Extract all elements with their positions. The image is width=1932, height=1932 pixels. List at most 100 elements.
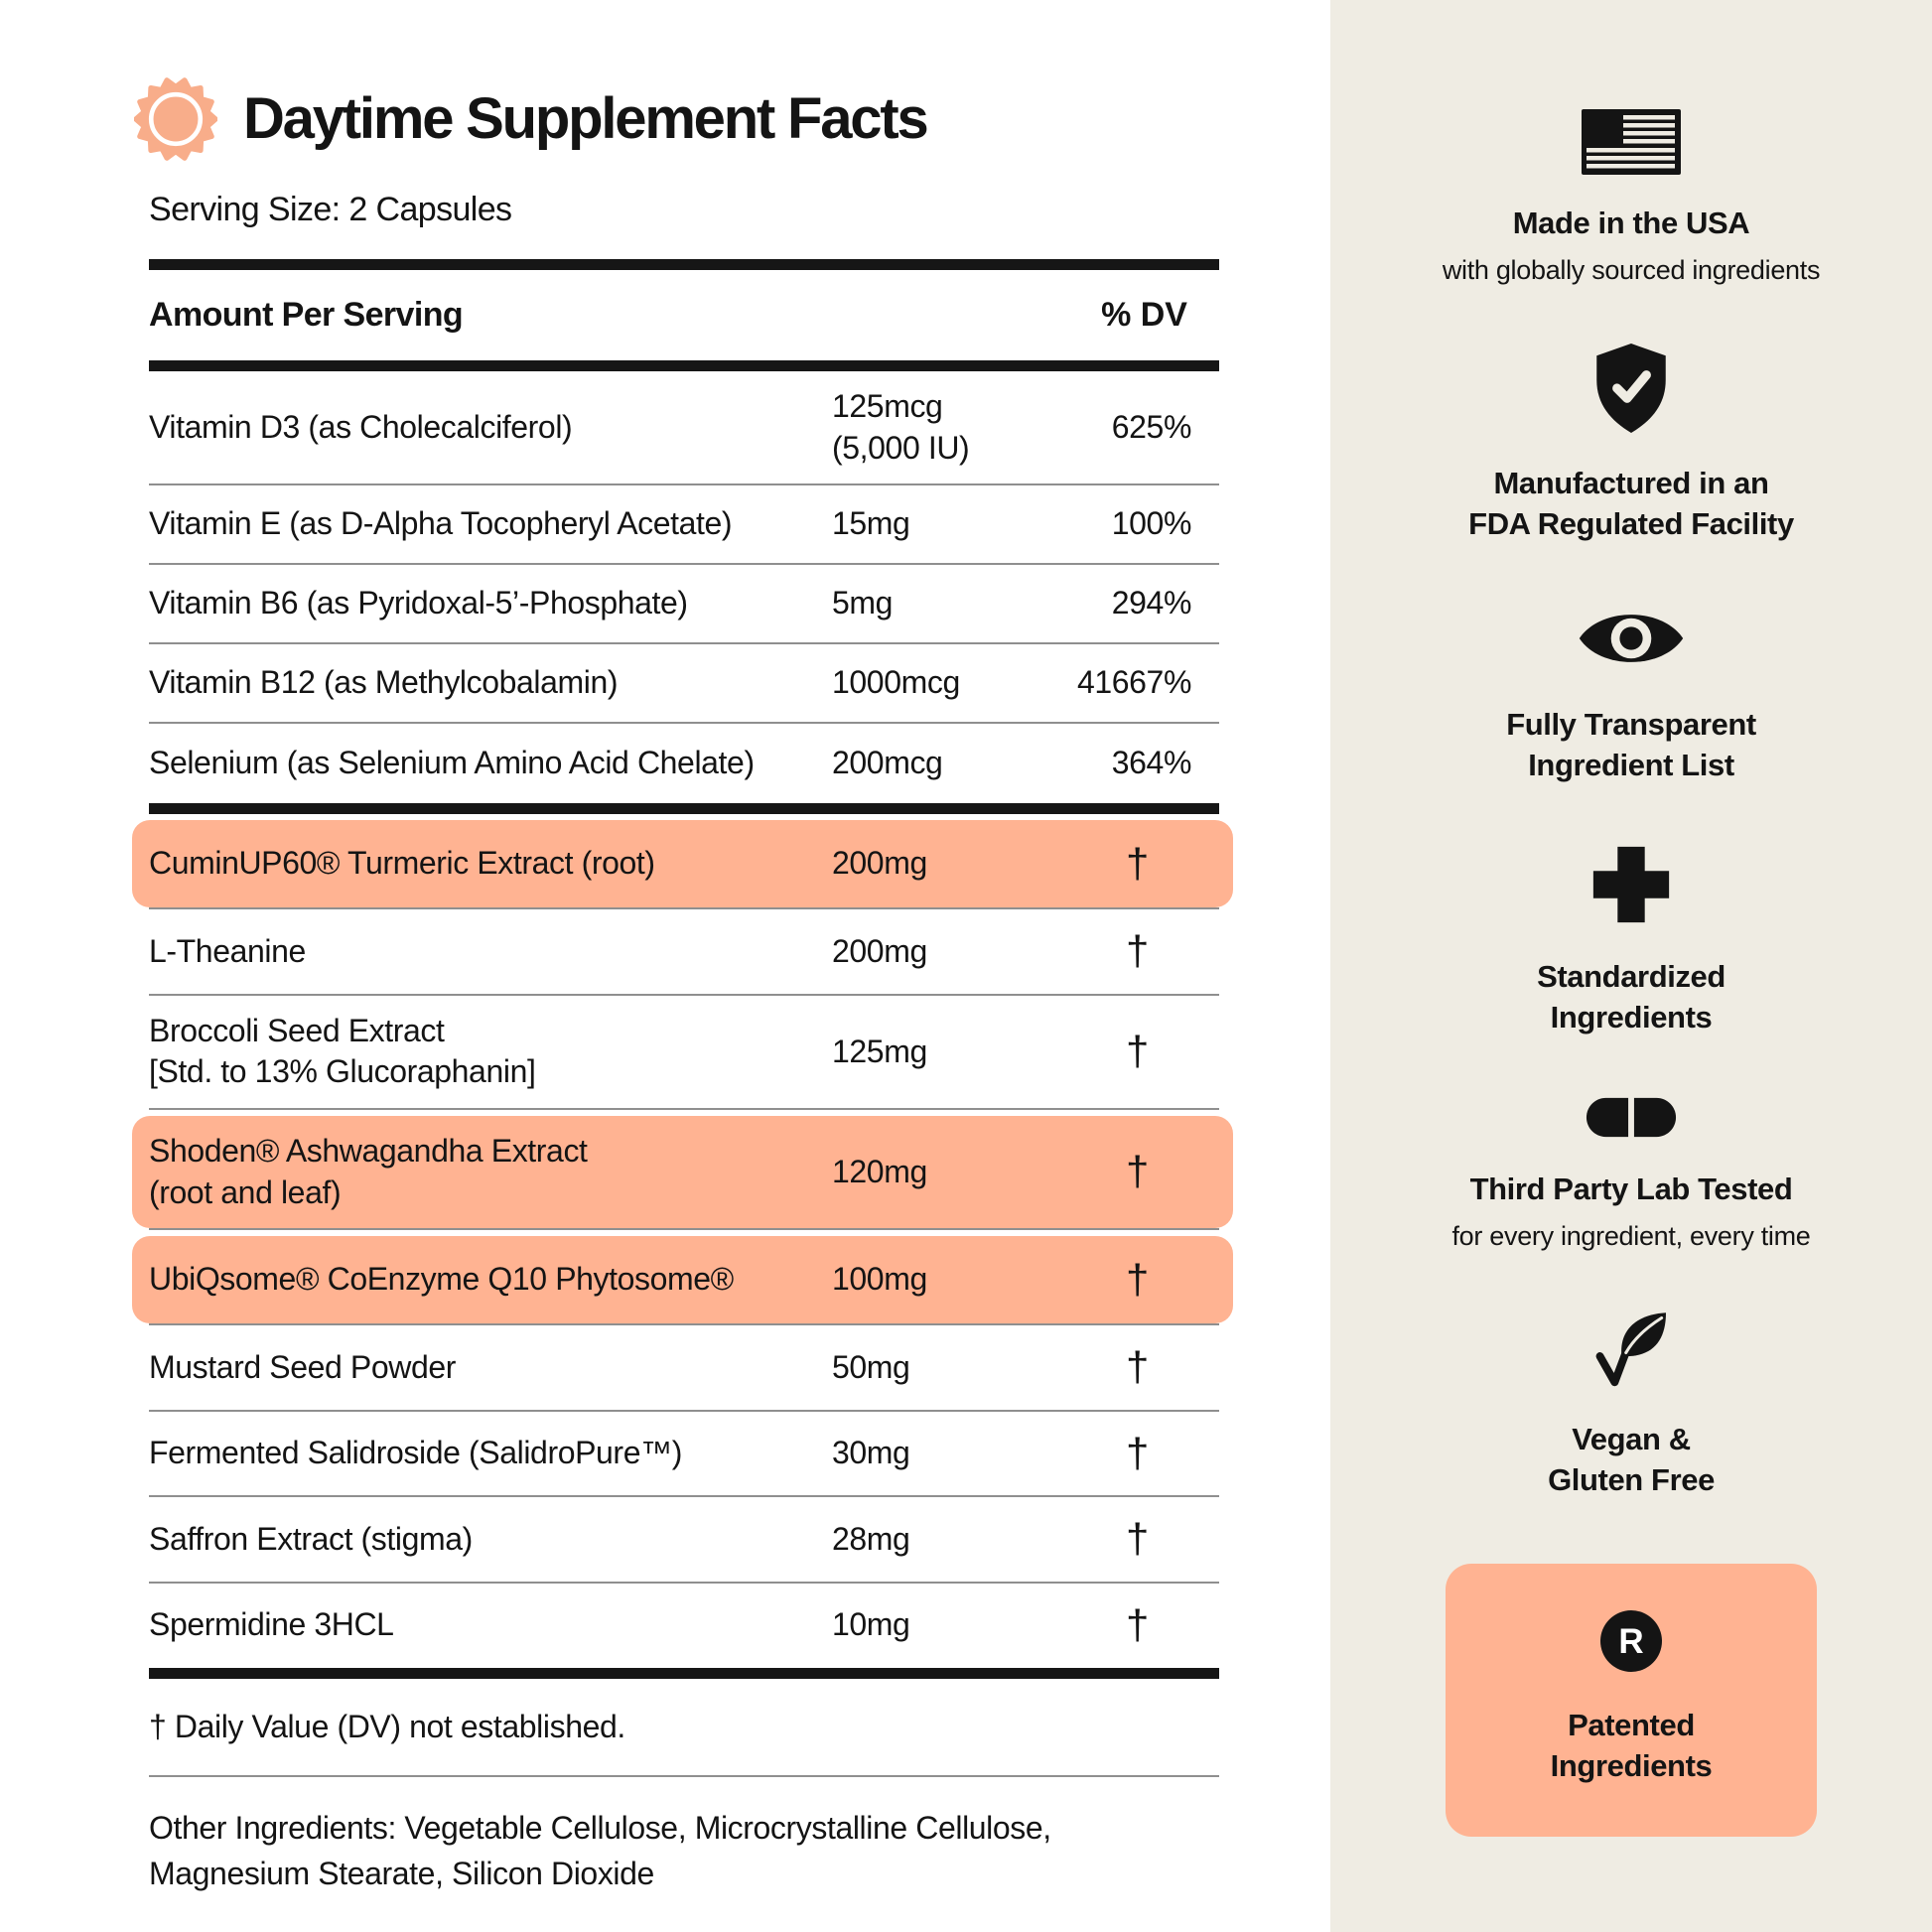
other-ingredients: Other Ingredients: Vegetable Cellulose, … [149, 1809, 1051, 1891]
ingredient-dv: † [1126, 1429, 1149, 1476]
table-row-broccoli-seed: Broccoli Seed Extract [Std. to 13% Gluco… [149, 996, 1219, 1110]
badge-title: Fully Transparent Ingredient List [1506, 706, 1756, 782]
ingredient-name: Vitamin D3 (as Cholecalciferol) [149, 408, 573, 445]
dv-header: % DV [1101, 296, 1187, 334]
plus-icon [1587, 841, 1675, 928]
usa-flag-icon [1581, 109, 1681, 175]
ingredient-amount: 15mg [832, 505, 910, 542]
badge-transparent-ingredients: Fully Transparent Ingredient List [1506, 601, 1756, 785]
divider-thick [149, 1667, 1219, 1679]
ingredient-amount: 1000mcg [832, 664, 960, 701]
ingredient-amount: 200mg [832, 932, 927, 969]
ingredient-dv: 294% [1111, 585, 1192, 621]
ingredient-name: Vitamin E (as D-Alpha Tocopheryl Acetate… [149, 505, 733, 542]
ingredient-name: Selenium (as Selenium Amino Acid Chelate… [149, 745, 755, 781]
ingredient-dv: 100% [1111, 505, 1192, 542]
badge-patented-ingredients: R Patented Ingredients [1446, 1564, 1817, 1837]
svg-text:R: R [1618, 1622, 1643, 1661]
table-row-cuminup60-highlighted: CuminUP60® Turmeric Extract (root) 200mg… [132, 820, 1233, 908]
ingredient-amount: 200mg [832, 845, 927, 882]
badge-title: Third Party Lab Tested [1469, 1171, 1793, 1206]
badge-made-in-usa: Made in the USA with globally sourced in… [1443, 109, 1820, 286]
badge-title: Vegan & Gluten Free [1548, 1421, 1715, 1497]
ingredient-name: Fermented Salidroside (SalidroPure™) [149, 1435, 682, 1471]
ingredient-name: Vitamin B12 (as Methylcobalamin) [149, 664, 619, 701]
ingredient-name: Spermidine 3HCL [149, 1606, 394, 1643]
ingredient-dv: † [1126, 1148, 1149, 1195]
table-row-saffron-extract: Saffron Extract (stigma) 28mg † [149, 1497, 1219, 1584]
table-header: Amount Per Serving % DV [149, 270, 1219, 360]
ingredient-amount: 125mcg (5,000 IU) [832, 388, 970, 466]
table-row-mustard-seed: Mustard Seed Powder 50mg † [149, 1325, 1219, 1412]
badge-subtitle: with globally sourced ingredients [1442, 255, 1821, 286]
badge-subtitle: for every ingredient, every time [1451, 1220, 1811, 1251]
ingredient-amount: 5mg [832, 585, 894, 621]
ingredient-name: UbiQsome® CoEnzyme Q10 Phytosome® [149, 1261, 734, 1298]
ingredient-dv: 41667% [1076, 664, 1191, 701]
ingredient-name: L-Theanine [149, 932, 306, 969]
ingredient-name: Vitamin B6 (as Pyridoxal-5’-Phosphate) [149, 585, 688, 621]
table-row-ubiqsome-coq10-highlighted: UbiQsome® CoEnzyme Q10 Phytosome® 100mg … [132, 1236, 1233, 1324]
table-row-spermidine: Spermidine 3HCL 10mg † [149, 1584, 1219, 1668]
divider-thick [149, 803, 1219, 815]
ingredient-name: CuminUP60® Turmeric Extract (root) [149, 845, 655, 882]
table-row-vitamin-b6: Vitamin B6 (as Pyridoxal-5’-Phosphate) 5… [149, 565, 1219, 645]
r-circle-icon: R [1599, 1609, 1663, 1673]
table-row-vitamin-b12: Vitamin B12 (as Methylcobalamin) 1000mcg… [149, 644, 1219, 725]
ingredient-amount: 125mg [832, 1033, 927, 1069]
shield-check-icon [1590, 342, 1672, 435]
ingredient-dv: 625% [1111, 408, 1192, 445]
table-row-shoden-ashwagandha-highlighted: Shoden® Ashwagandha Extract (root and le… [132, 1115, 1233, 1229]
ingredient-name: Mustard Seed Powder [149, 1348, 457, 1385]
ingredient-dv: 364% [1111, 745, 1192, 781]
table-row-vitamin-d3: Vitamin D3 (as Cholecalciferol) 125mcg (… [149, 371, 1219, 486]
supplement-facts-panel: Daytime Supplement Facts Serving Size: 2… [132, 77, 1233, 1891]
ingredient-amount: 30mg [832, 1435, 910, 1471]
ingredient-amount: 120mg [832, 1153, 927, 1189]
table-row-l-theanine: L-Theanine 200mg † [149, 909, 1219, 996]
sun-icon [134, 77, 217, 161]
badge-title: Patented Ingredients [1550, 1708, 1713, 1784]
badge-title: Standardized Ingredients [1537, 959, 1725, 1035]
ingredient-amount: 200mcg [832, 745, 943, 781]
ingredient-amount: 10mg [832, 1606, 910, 1643]
ingredient-name: Shoden® Ashwagandha Extract (root and le… [149, 1132, 588, 1210]
ingredient-amount: 28mg [832, 1520, 910, 1557]
ingredient-dv: † [1126, 1515, 1149, 1563]
ingredient-dv: † [1126, 1028, 1149, 1075]
badge-sidebar: Made in the USA with globally sourced in… [1330, 0, 1932, 1932]
ingredient-dv: † [1126, 1600, 1149, 1648]
dv-footnote: † Daily Value (DV) not established. [149, 1708, 625, 1744]
ingredient-amount: 100mg [832, 1261, 927, 1298]
badge-title: Manufactured in an FDA Regulated Facilit… [1468, 466, 1794, 542]
badge-vegan-gluten-free: Vegan & Gluten Free [1548, 1308, 1715, 1500]
serving-size: Serving Size: 2 Capsules [149, 191, 512, 228]
divider-thick [149, 360, 1219, 371]
badge-lab-tested: Third Party Lab Tested for every ingredi… [1451, 1094, 1811, 1252]
divider-thin [149, 1323, 1219, 1326]
divider-thin [149, 1774, 1219, 1777]
ingredient-dv: † [1126, 1343, 1149, 1391]
ingredient-dv: † [1126, 927, 1149, 975]
ingredient-amount: 50mg [832, 1348, 910, 1385]
ingredient-dv: † [1126, 839, 1149, 887]
page-title: Daytime Supplement Facts [243, 86, 929, 151]
leaf-check-icon [1589, 1308, 1673, 1391]
eye-icon [1574, 601, 1689, 676]
divider-thin [149, 907, 1219, 910]
ingredient-name: Saffron Extract (stigma) [149, 1520, 473, 1557]
badge-title: Made in the USA [1512, 206, 1750, 240]
badge-standardized-ingredients: Standardized Ingredients [1537, 841, 1725, 1037]
ingredient-dv: † [1126, 1255, 1149, 1303]
amount-per-serving-header: Amount Per Serving [149, 296, 464, 334]
table-row-selenium: Selenium (as Selenium Amino Acid Chelate… [149, 724, 1219, 803]
divider-thick [149, 259, 1219, 270]
ingredient-name: Broccoli Seed Extract [Std. to 13% Gluco… [149, 1012, 536, 1090]
title-row: Daytime Supplement Facts [134, 77, 1219, 161]
table-row-fermented-salidroside: Fermented Salidroside (SalidroPure™) 30m… [149, 1412, 1219, 1498]
table-row-vitamin-e: Vitamin E (as D-Alpha Tocopheryl Acetate… [149, 485, 1219, 566]
badge-fda-facility: Manufactured in an FDA Regulated Facilit… [1468, 342, 1794, 544]
divider-thin [149, 1228, 1219, 1231]
capsule-icon [1583, 1094, 1680, 1141]
